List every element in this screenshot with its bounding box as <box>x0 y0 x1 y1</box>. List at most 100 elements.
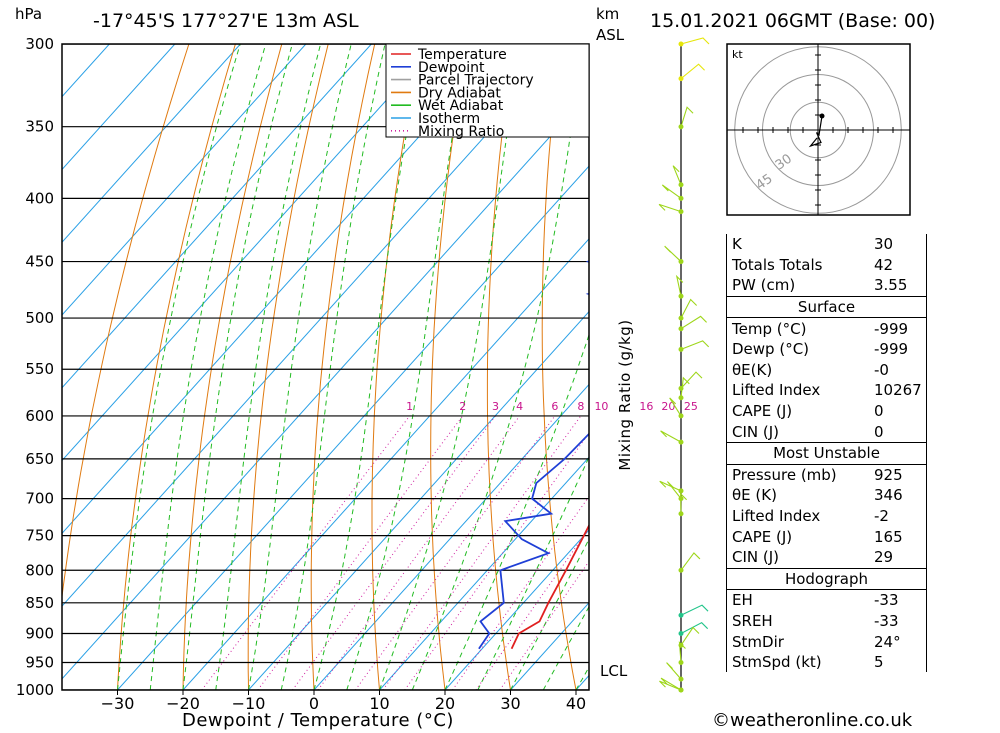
pressure-tick-label: 850 <box>25 594 54 612</box>
legend-label: Parcel Trajectory <box>418 73 534 89</box>
wind-barb <box>680 492 688 514</box>
index-row: Lifted Index -2 <box>726 505 927 527</box>
wind-barb <box>660 430 682 443</box>
index-value: 29 <box>870 546 927 568</box>
wind-level-dot <box>678 124 684 130</box>
wet-adiabat-line <box>346 44 469 690</box>
km-unit-label: km <box>596 5 620 23</box>
wind-barb <box>680 340 710 350</box>
datetime-title: 15.01.2021 06GMT (Base: 00) <box>650 10 936 32</box>
wind-barb <box>680 315 707 330</box>
index-value: 165 <box>870 526 927 547</box>
index-key: CIN (J) <box>726 546 870 568</box>
wet-adiabat-line <box>149 44 267 690</box>
wind-barb <box>661 184 682 199</box>
mixing-ratio-labels: 1 2 3 4 6 8 10 16 20 25 <box>406 400 698 413</box>
wind-barb <box>680 626 700 646</box>
dry-adiabat-line <box>932 44 1000 690</box>
index-section-header: Most Unstable <box>726 441 927 465</box>
isotherm-line <box>62 44 503 535</box>
index-section-title: Hodograph <box>726 567 927 591</box>
index-value: -999 <box>870 317 927 339</box>
legend-label: Isotherm <box>418 111 480 127</box>
index-value: 0 <box>870 421 927 443</box>
index-row: PW (cm) 3.55 <box>726 275 927 297</box>
pressure-tick-label: 800 <box>25 561 54 579</box>
index-value: 24° <box>870 631 927 652</box>
mixing-ratio-label: 8 <box>577 400 584 413</box>
isotherm-lines <box>62 44 589 690</box>
wind-barb <box>680 63 705 80</box>
index-row: StmDir 24° <box>726 631 927 652</box>
index-row: Temp (°C) -999 <box>726 317 927 339</box>
index-key: Lifted Index <box>726 505 870 527</box>
legend-label: Dewpoint <box>418 60 485 76</box>
wind-barb <box>680 376 690 398</box>
index-value: 3.55 <box>870 275 927 297</box>
wind-barb <box>680 106 694 127</box>
plot-frame <box>61 43 590 691</box>
mixing-ratio-line <box>382 415 582 690</box>
mixing-ratio-label: 10 <box>594 400 608 413</box>
dry-adiabat-line <box>486 44 515 690</box>
wind-barb <box>660 677 682 691</box>
pressure-tick-label: 450 <box>25 253 54 271</box>
dry-adiabat-line <box>541 44 577 690</box>
wind-barb <box>678 641 686 663</box>
wind-profile <box>658 37 710 693</box>
mixing-ratio-label: 20 <box>661 400 675 413</box>
index-value: 346 <box>870 485 927 506</box>
index-key: CAPE (J) <box>726 526 870 547</box>
index-value: -0 <box>870 359 927 381</box>
wind-barb <box>680 371 703 389</box>
index-key: Totals Totals <box>726 254 870 276</box>
wet-adiabat-line <box>444 333 589 690</box>
legend-label: Mixing Ratio <box>418 124 504 140</box>
isotherm-line <box>62 44 569 607</box>
index-value: 42 <box>870 254 927 276</box>
pressure-unit-label: hPa <box>15 5 43 23</box>
location-title: -17°45'S 177°27'E 13m ASL <box>93 10 359 32</box>
indices-table: K 30 Totals Totals 42 PW (cm) 3.55 Surface Temp… <box>726 234 927 673</box>
wet-adiabat-line <box>215 44 322 690</box>
index-key: StmSpd (kt) <box>726 651 870 673</box>
wet-adiabat-line <box>477 455 589 690</box>
dewpoint-line <box>478 260 589 650</box>
x-tick-label: 20 <box>435 694 455 713</box>
index-value: 925 <box>870 464 927 486</box>
pressure-tick-label: 300 <box>25 35 54 53</box>
wind-barb <box>680 37 710 45</box>
dry-adiabat-line <box>430 44 468 690</box>
pressure-tick-label: 600 <box>25 407 54 425</box>
x-axis-title: Dewpoint / Temperature (°C) <box>182 710 454 731</box>
wet-adiabat-line <box>542 605 589 690</box>
wind-barb <box>675 274 684 297</box>
legend-label: Dry Adiabat <box>418 85 501 101</box>
wind-barb <box>680 622 709 634</box>
x-tick-label: 40 <box>566 694 586 713</box>
index-row: Pressure (mb) 925 <box>726 464 927 486</box>
mixing-ratio-line <box>404 432 589 690</box>
isotherm-line <box>313 383 589 690</box>
isotherm-line <box>62 44 307 316</box>
index-key: EH <box>726 589 870 611</box>
mixing-ratio-line <box>354 415 556 690</box>
wet-adiabat-line <box>280 44 386 690</box>
x-tick-label: −20 <box>166 694 200 713</box>
temperature-line <box>510 523 589 650</box>
wind-barb <box>680 552 701 571</box>
index-section-header: Hodograph <box>726 567 927 591</box>
index-key: Lifted Index <box>726 380 870 401</box>
wind-barb <box>669 397 682 417</box>
index-value: -33 <box>870 610 927 632</box>
index-key: θE (K) <box>726 485 870 506</box>
hodograph-unit: kt <box>732 48 743 61</box>
isotherm-line <box>62 44 438 462</box>
mixing-ratio-line <box>499 560 589 690</box>
index-value: -2 <box>870 505 927 527</box>
index-value: -999 <box>870 338 927 360</box>
index-row: K 30 <box>726 234 927 255</box>
x-tick-label: −10 <box>232 694 266 713</box>
x-tick-label: 0 <box>309 694 319 713</box>
